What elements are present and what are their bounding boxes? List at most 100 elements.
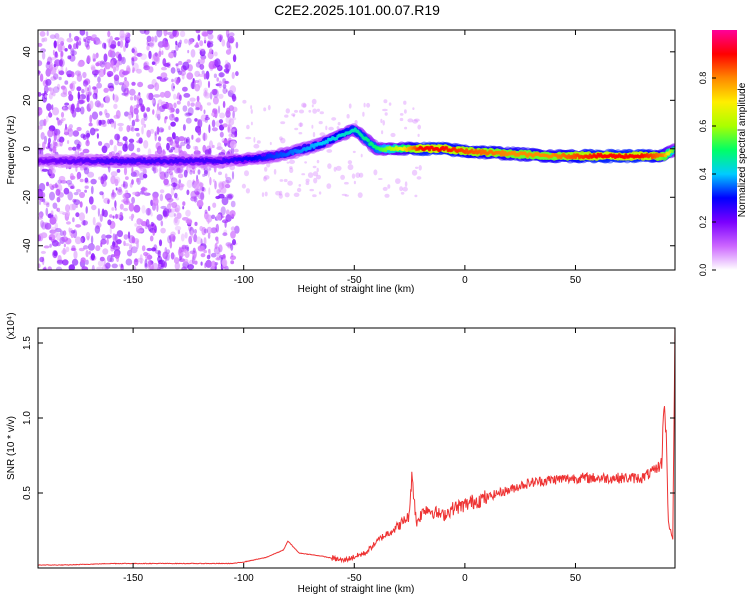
spectrogram-speckle — [127, 249, 133, 257]
spectrogram-speckle — [110, 254, 116, 258]
spectrogram-speckle — [220, 186, 227, 194]
spectrogram-speckle — [269, 141, 272, 146]
spectrogram-speckle — [222, 100, 226, 109]
spectrogram-speckle — [156, 126, 160, 135]
spectrogram-speckle — [222, 140, 229, 144]
spectrogram-speckle — [144, 30, 150, 35]
spectrogram-speckle — [113, 94, 119, 103]
spectrogram-speckle — [166, 168, 171, 174]
spectrogram-speckle — [144, 258, 148, 268]
spectrogram-speckle — [156, 214, 163, 221]
spectrogram-speckle — [71, 110, 77, 118]
spectrogram-speckle — [164, 116, 168, 120]
spectrogram-speckle — [184, 112, 192, 117]
spectrogram-speckle — [130, 126, 135, 132]
spectrogram-speckle — [228, 133, 233, 137]
spectrogram-speckle — [185, 138, 189, 143]
spectrogram-speckle — [399, 117, 404, 122]
spectrogram-speckle — [56, 117, 59, 121]
spectrogram-speckle — [160, 72, 168, 79]
spectrogram-speckle — [77, 91, 81, 101]
spectrogram-speckle — [214, 58, 221, 68]
spectrogram-speckle — [107, 199, 110, 205]
spectrogram-speckle — [176, 212, 182, 219]
spectrogram-speckle — [131, 236, 136, 244]
spectrogram-speckle — [96, 221, 101, 226]
spectrogram-speckle — [106, 70, 114, 77]
spectrogram-speckle — [298, 132, 303, 135]
spectrogram-speckle — [245, 188, 250, 194]
spectrogram-speckle — [275, 190, 281, 196]
spectrogram-speckle — [208, 48, 213, 55]
spectrogram-speckle — [215, 257, 221, 261]
spectrogram-speckle — [39, 256, 45, 263]
spectrogram-speckle — [192, 170, 196, 175]
spectrogram-speckle — [221, 196, 229, 206]
spectrogram-speckle — [182, 124, 186, 131]
spectrogram-speckle — [218, 171, 222, 176]
spectrogram-speckle — [72, 217, 75, 223]
spectrogram-speckle — [203, 249, 207, 254]
spectrogram-speckle — [189, 169, 193, 175]
spectrogram-speckle — [305, 178, 310, 183]
spectrogram-speckle — [193, 233, 198, 243]
spectrogram-speckle — [273, 168, 277, 175]
spectrogram-speckle — [185, 209, 191, 217]
spectrogram-speckle — [150, 199, 154, 206]
spectrogram-speckle — [163, 77, 169, 81]
spectrogram-speckle — [131, 57, 135, 66]
spectrogram-speckle — [143, 140, 149, 149]
spectrogram-ridge-cell — [465, 148, 469, 152]
spectrogram-speckle — [336, 126, 340, 130]
spectrogram-speckle — [117, 53, 123, 62]
spectrogram-speckle — [61, 105, 69, 111]
spectrogram-speckle — [328, 126, 334, 131]
spectrogram-speckle — [159, 91, 166, 98]
spectrogram-speckle — [191, 81, 195, 90]
spectrogram-speckle — [65, 123, 67, 130]
spectrogram-speckle — [131, 119, 136, 127]
spectrogram-speckle — [95, 62, 100, 67]
spectrogram-speckle — [54, 222, 58, 231]
spectrogram-speckle — [311, 124, 314, 129]
spectrogram-speckle — [124, 111, 129, 117]
spectrogram-speckle — [162, 210, 168, 218]
spectrogram-speckle — [173, 50, 177, 58]
spectrogram-speckle — [133, 94, 137, 101]
spectrogram-speckle — [56, 259, 64, 265]
spectrogram-speckle — [56, 196, 61, 203]
spectrogram-speckle — [106, 255, 113, 263]
spectrogram-speckle — [146, 35, 152, 42]
spectrogram-speckle — [89, 127, 96, 136]
spectrogram-speckle — [68, 227, 71, 233]
spectrogram-speckle — [48, 137, 51, 144]
spectrogram-speckle — [47, 129, 54, 138]
spectrogram-speckle — [44, 222, 52, 230]
spectrogram-speckle — [218, 119, 224, 124]
spectrogram-speckle — [46, 202, 50, 208]
spectrogram-speckle — [412, 119, 418, 124]
spectrogram-speckle — [170, 231, 176, 237]
spectrogram-speckle — [96, 133, 99, 139]
spectrogram-speckle — [150, 212, 153, 217]
spectrogram-speckle — [52, 202, 58, 209]
snr-series-line — [38, 328, 675, 566]
spectrogram-speckle — [141, 125, 144, 135]
spectrogram-speckle — [224, 173, 228, 179]
spectrogram-speckle — [184, 232, 188, 239]
spectrogram-speckle — [203, 170, 208, 177]
spectrogram-speckle — [118, 82, 125, 86]
spectrogram-speckle — [62, 259, 69, 266]
spectrogram-speckle — [174, 207, 179, 213]
spectrogram-speckle — [231, 117, 237, 121]
spectrogram-speckle — [122, 181, 128, 189]
spectrogram-speckle — [384, 112, 388, 116]
spectrogram-speckle — [41, 51, 46, 60]
spectrogram-speckle — [182, 86, 188, 92]
spectrogram-speckle — [42, 198, 46, 203]
spectrogram-speckle — [206, 254, 211, 260]
spectrogram-speckle — [195, 42, 199, 48]
spectrogram-speckle — [58, 58, 65, 68]
spectrogram-speckle — [201, 70, 205, 75]
spectrogram-speckle — [123, 234, 129, 240]
